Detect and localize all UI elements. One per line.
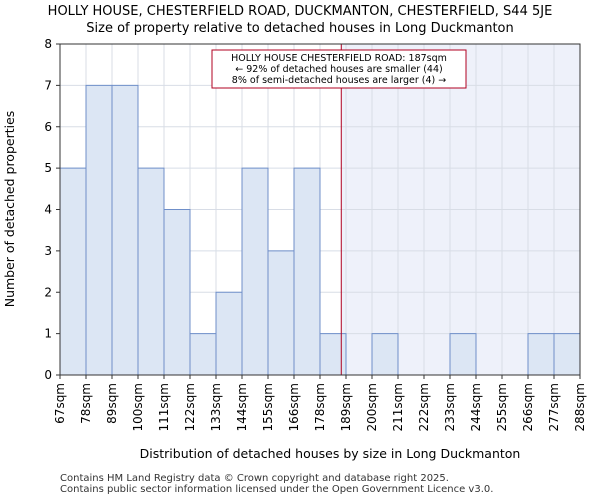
bar-133sqm — [215, 291, 243, 376]
y-tick-label: 6 — [44, 120, 52, 134]
x-tick-label: 100sqm — [131, 383, 145, 431]
bar-277sqm — [553, 333, 581, 376]
bar-155sqm — [267, 250, 295, 376]
annotation-line-2: ← 92% of detached houses are smaller (44… — [235, 64, 442, 75]
y-tick-label: 4 — [44, 203, 52, 217]
x-tick-label: 266sqm — [521, 383, 535, 431]
x-tick-label: 111sqm — [157, 383, 171, 431]
x-tick-label: 78sqm — [79, 383, 93, 424]
y-tick-label: 5 — [44, 161, 52, 175]
y-tick-label: 8 — [44, 37, 52, 51]
x-tick-label: 89sqm — [105, 383, 119, 424]
x-tick-label: 211sqm — [391, 383, 405, 431]
y-tick-label: 1 — [44, 327, 52, 341]
x-tick-label: 178sqm — [313, 383, 327, 431]
x-tick-label: 155sqm — [261, 383, 275, 431]
x-tick-label: 255sqm — [495, 383, 509, 431]
bar-178sqm — [319, 333, 347, 376]
bar-67sqm — [59, 167, 87, 376]
annotation-border — [211, 49, 467, 89]
x-tick-label: 189sqm — [339, 383, 353, 431]
x-axis-ticks: 67sqm 78sqm 89sqm 100sqm 111sqm 122sqm 133sqm 1… — [53, 375, 587, 431]
y-axis-label: Number of detached properties — [2, 111, 17, 308]
x-tick-label: 133sqm — [209, 383, 223, 431]
bar-266sqm — [527, 333, 555, 376]
x-tick-label: 67sqm — [53, 383, 67, 424]
bar-166sqm — [293, 167, 321, 376]
chart-subtitle: Size of property relative to detached ho… — [86, 21, 513, 36]
x-tick-label: 288sqm — [573, 383, 587, 431]
annotation-box: HOLLY HOUSE CHESTERFIELD ROAD: 187sqm ← … — [211, 49, 467, 89]
bar-89sqm — [111, 84, 139, 376]
bar-233sqm — [449, 333, 477, 376]
bar-111sqm — [163, 209, 191, 376]
bar-144sqm — [241, 167, 269, 376]
x-tick-label: 277sqm — [547, 383, 561, 431]
bars — [59, 84, 581, 376]
footer-line-2: Contains public sector information licen… — [60, 484, 494, 495]
x-tick-label: 144sqm — [235, 383, 249, 431]
x-tick-label: 222sqm — [417, 383, 431, 431]
y-tick-label: 0 — [44, 368, 52, 382]
y-axis-ticks: 0 1 2 3 4 5 6 7 8 — [44, 37, 60, 382]
bar-100sqm — [137, 167, 165, 376]
x-tick-label: 166sqm — [287, 383, 301, 431]
chart-title: HOLLY HOUSE, CHESTERFIELD ROAD, DUCKMANT… — [48, 4, 553, 19]
x-tick-label: 122sqm — [183, 383, 197, 431]
annotation-line-1: HOLLY HOUSE CHESTERFIELD ROAD: 187sqm — [231, 53, 447, 64]
x-axis-label: Distribution of detached houses by size … — [140, 446, 521, 461]
bar-200sqm — [371, 333, 399, 376]
y-tick-label: 3 — [44, 244, 52, 258]
x-tick-label: 244sqm — [469, 383, 483, 431]
bar-78sqm — [85, 84, 113, 376]
x-tick-label: 200sqm — [365, 383, 379, 431]
bar-122sqm — [189, 333, 217, 376]
footer-line-1: Contains HM Land Registry data © Crown c… — [60, 473, 449, 484]
y-tick-label: 7 — [44, 78, 52, 92]
annotation-line-3: 8% of semi-detached houses are larger (4… — [232, 75, 446, 86]
y-tick-label: 2 — [44, 285, 52, 299]
x-tick-label: 233sqm — [443, 383, 457, 431]
